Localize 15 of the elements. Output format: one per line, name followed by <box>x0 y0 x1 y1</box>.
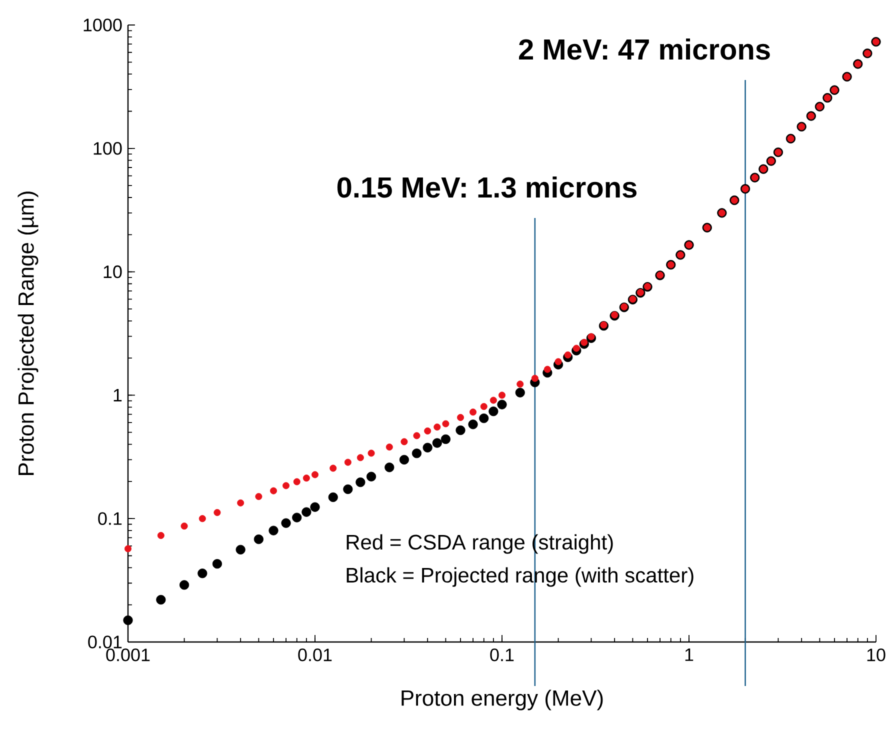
y-tick-label: 10 <box>104 265 122 278</box>
x-axis-title: Proton energy (MeV) <box>402 690 603 710</box>
y-axis-title: Proton Projected Range (µm) <box>18 192 38 475</box>
y-tick-label: 100 <box>94 142 122 155</box>
y-tick-label: 0.01 <box>88 636 122 648</box>
y-tick-label: 1000 <box>84 18 122 32</box>
x-tick-label: 1 <box>685 648 694 661</box>
x-tick-label: 10 <box>867 648 886 662</box>
x-tick-label: 0.001 <box>106 648 150 662</box>
ref-line-label: 0.15 MeV: 1.3 microns <box>337 176 637 198</box>
ref-line-label: 2 MeV: 47 microns <box>519 38 770 60</box>
y-tick-label: 1 <box>114 389 122 402</box>
x-tick-label: 0.01 <box>298 648 332 662</box>
y-tick-label: 0.1 <box>98 512 122 525</box>
x-tick-label: 0.1 <box>490 648 514 662</box>
